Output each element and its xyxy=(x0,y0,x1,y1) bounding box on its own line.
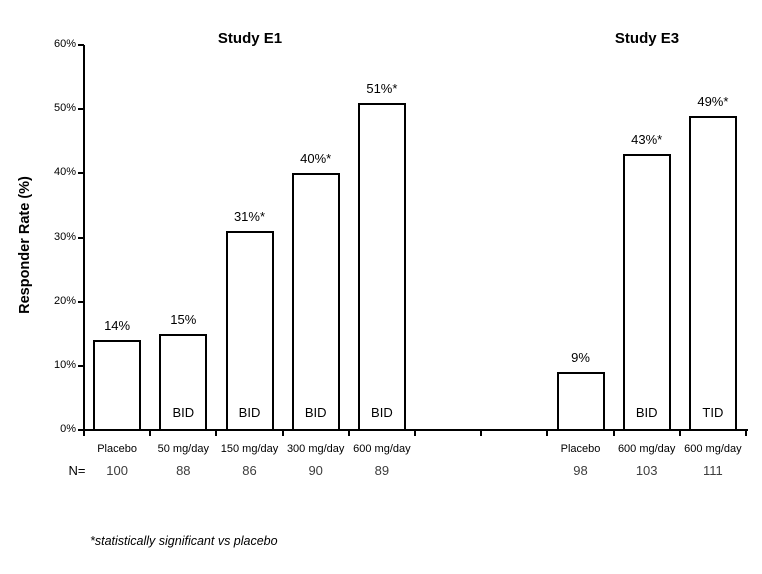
bar xyxy=(622,154,671,431)
n-row-label: N= xyxy=(68,463,86,478)
y-tick-label: 30% xyxy=(53,230,76,243)
y-tick-label: 60% xyxy=(53,38,76,50)
category-label: 600 mg/day xyxy=(617,443,676,455)
bar xyxy=(291,173,340,431)
bar-schedule-label: BID xyxy=(172,405,195,420)
bar xyxy=(159,334,208,431)
bar-value-label: 14% xyxy=(104,318,131,333)
n-value: 98 xyxy=(573,463,588,478)
category-label: Placebo xyxy=(97,443,137,455)
bar-value-label: 49%* xyxy=(697,94,729,109)
category-label: 50 mg/day xyxy=(157,443,209,455)
y-axis-line xyxy=(83,45,85,431)
bar-schedule-label: BID xyxy=(635,405,658,420)
n-value: 88 xyxy=(176,463,191,478)
x-tick xyxy=(83,431,85,436)
bar-schedule-label: TID xyxy=(702,405,724,420)
x-tick xyxy=(745,431,747,436)
n-value: 103 xyxy=(635,463,658,478)
x-tick xyxy=(149,431,152,436)
x-tick xyxy=(215,431,218,436)
bar xyxy=(225,231,274,431)
footnote: *statistically significant vs placebo xyxy=(90,534,278,548)
bar-schedule-label: BID xyxy=(371,405,393,420)
study-e1-title: Study E1 xyxy=(217,30,283,47)
bar-value-label: 31%* xyxy=(233,209,266,224)
y-tick-label: 40% xyxy=(53,166,76,179)
y-tick xyxy=(78,429,84,431)
bar xyxy=(93,340,142,431)
x-tick xyxy=(414,431,416,436)
x-tick xyxy=(480,431,483,436)
y-tick xyxy=(78,300,84,303)
y-tick-label: 10% xyxy=(53,358,76,371)
bar-value-label: 9% xyxy=(571,350,590,365)
category-label: 150 mg/day xyxy=(220,443,279,455)
n-value: 90 xyxy=(308,463,323,478)
y-tick xyxy=(78,172,84,175)
bar-value-label: 51%* xyxy=(366,81,398,96)
y-tick-label: 20% xyxy=(53,294,76,307)
y-tick-label: 0% xyxy=(60,423,76,435)
category-label: 600 mg/day xyxy=(353,443,411,455)
y-tick-label: 50% xyxy=(53,102,76,115)
y-tick xyxy=(78,236,84,239)
bar-schedule-label: BID xyxy=(238,405,261,420)
x-tick xyxy=(347,431,350,436)
n-value: 89 xyxy=(374,463,390,478)
x-tick xyxy=(281,431,284,436)
n-value: 86 xyxy=(242,463,257,478)
x-tick xyxy=(612,431,615,436)
bar-value-label: 43%* xyxy=(631,132,663,147)
bar xyxy=(688,116,737,431)
category-label: 600 mg/day xyxy=(684,443,742,455)
n-value: 111 xyxy=(703,463,723,478)
x-tick xyxy=(678,431,681,436)
category-label: Placebo xyxy=(560,443,601,455)
category-label: 300 mg/day xyxy=(286,443,345,455)
study-e3-title: Study E3 xyxy=(614,30,680,47)
y-tick xyxy=(78,108,84,111)
bar-value-label: 15% xyxy=(170,312,197,327)
n-value: 100 xyxy=(106,463,128,478)
y-tick xyxy=(78,44,84,46)
bar xyxy=(556,372,605,431)
x-tick xyxy=(546,431,549,436)
x-axis-line xyxy=(83,429,748,431)
bar xyxy=(357,103,406,431)
bar-value-label: 40%* xyxy=(300,151,332,166)
y-tick xyxy=(78,364,84,367)
bar-schedule-label: BID xyxy=(304,405,327,420)
